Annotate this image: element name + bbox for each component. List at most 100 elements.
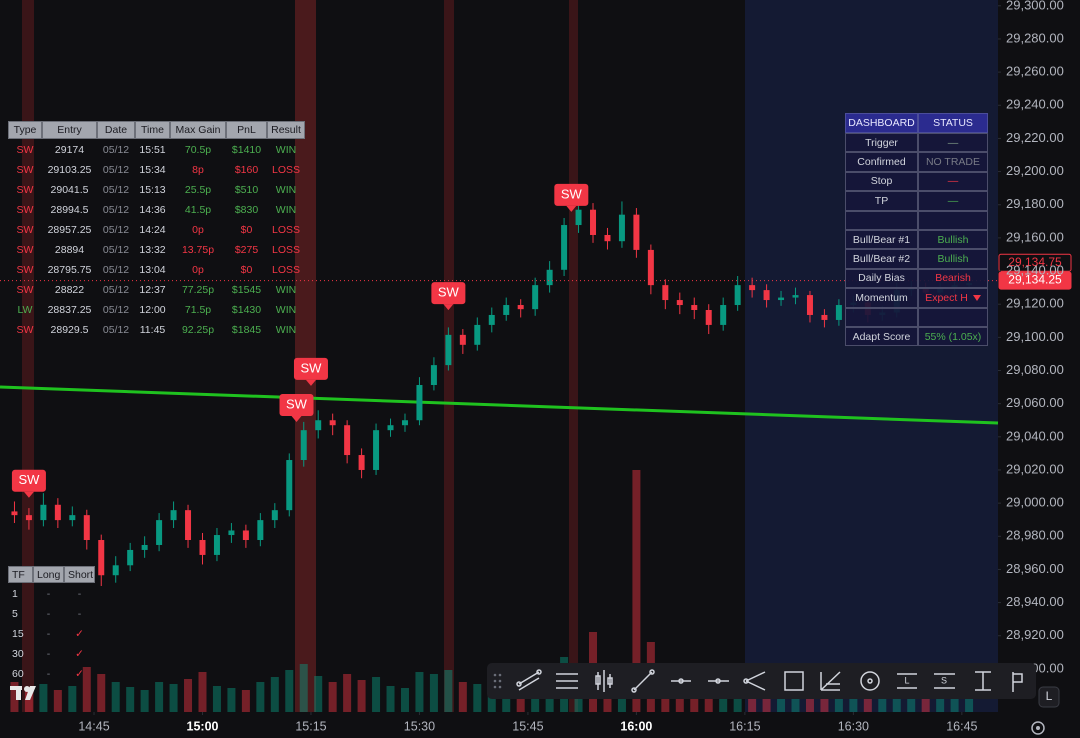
y-tick-label: 29,080.00	[1006, 362, 1064, 377]
tool-fib[interactable]	[820, 671, 841, 691]
trade-cell: $275	[234, 244, 259, 256]
candle-body	[705, 309, 712, 325]
trade-cell: 05/12	[102, 284, 130, 296]
scale-button[interactable]: L	[1038, 686, 1060, 708]
tf-cell: -	[46, 648, 51, 660]
trend-line	[0, 385, 999, 425]
candle-body	[676, 300, 683, 306]
candle-body	[662, 285, 669, 301]
volume-bar	[314, 676, 323, 712]
candle-body	[213, 535, 220, 555]
tool-long[interactable]	[897, 673, 917, 689]
trade-cell: WIN	[275, 144, 297, 156]
session-shade	[745, 0, 998, 712]
candle-body	[575, 209, 582, 226]
overlay-layer: SW SW SW SW SW	[0, 183, 998, 498]
volume-bar	[198, 672, 207, 712]
trade-cell: 92.25p	[181, 324, 215, 336]
trade-cell: 05/12	[102, 304, 130, 316]
trade-cell: 05/12	[102, 144, 130, 156]
volume-bar	[473, 684, 482, 712]
y-tick-label: 28,980.00	[1006, 528, 1064, 543]
trade-header: Max Gain	[170, 121, 226, 139]
tool-flag[interactable]	[1012, 672, 1023, 692]
volume-bar	[950, 692, 959, 712]
candle-body	[358, 455, 365, 470]
tool-hline[interactable]	[671, 678, 691, 684]
dashboard-label: TP	[845, 191, 918, 211]
trade-cell: $1410	[231, 144, 262, 156]
trade-cell: 0p	[192, 264, 204, 276]
tool-rectangle[interactable]	[784, 671, 804, 691]
signal-marker: SW	[554, 183, 589, 212]
volume-bar	[126, 687, 135, 712]
dashboard-header: STATUS	[918, 113, 988, 133]
trade-cell: 28957.25	[47, 224, 92, 236]
trade-cell: 05/12	[102, 184, 130, 196]
y-tick-label: 28,960.00	[1006, 561, 1064, 576]
volume-bar	[285, 670, 294, 712]
status-marker	[972, 294, 981, 301]
y-tick-label: 29,140.00	[1006, 262, 1064, 277]
tool-path[interactable]	[743, 671, 766, 691]
candle-body	[98, 540, 105, 576]
trade-cell: LW	[17, 304, 33, 316]
candle-body	[271, 510, 278, 521]
tool-parallel[interactable]	[556, 673, 578, 689]
candle-body	[459, 334, 466, 345]
trade-cell: 15:13	[139, 184, 166, 196]
volume-bar	[39, 684, 48, 712]
y-tick-label: 28,940.00	[1006, 594, 1064, 609]
candle-body	[488, 314, 495, 325]
trade-cell: LOSS	[271, 244, 300, 256]
time-axis	[0, 712, 1080, 738]
tool-pattern[interactable]	[595, 670, 613, 692]
tool-letter: S	[941, 675, 947, 685]
volume-bar	[343, 674, 352, 712]
tf-cell: -	[77, 608, 82, 620]
candle-body	[83, 515, 90, 541]
tool-circle[interactable]	[860, 671, 880, 691]
trade-cell: WIN	[275, 204, 297, 216]
tool-trend-channel[interactable]	[516, 669, 542, 691]
tool-short[interactable]	[934, 673, 955, 689]
tool-letter: L	[904, 675, 909, 685]
price-label-box	[998, 271, 1072, 290]
y-tick-label: 29,100.00	[1006, 329, 1064, 344]
axes-layer: 29,134.75 29,134.25 29,300.00 29,280.00 29,2…	[78, 0, 1072, 733]
trade-cell: 05/12	[102, 324, 130, 336]
dashboard-label: Stop	[845, 171, 918, 192]
volume-bar	[97, 674, 106, 712]
volume-bar	[212, 686, 221, 712]
candle-body	[806, 295, 813, 315]
trade-cell: 14:36	[139, 204, 166, 216]
trade-cell: 28837.25	[47, 304, 92, 316]
signal-marker: SW	[279, 393, 314, 422]
drawing-toolbar[interactable]: L S	[487, 663, 1036, 699]
y-tick-label: 29,280.00	[1006, 30, 1064, 45]
candle-body	[257, 520, 264, 541]
tool-ray[interactable]	[708, 678, 729, 684]
candle-body	[344, 425, 351, 456]
tool-measure[interactable]	[975, 671, 991, 691]
candle-body	[416, 385, 423, 421]
y-tick-label: 29,300.00	[1006, 0, 1064, 12]
trade-cell: 12:37	[139, 284, 166, 296]
candle-body	[691, 305, 698, 310]
tf-cell: -	[46, 608, 51, 620]
candle-body	[329, 420, 336, 426]
trade-cell: 70.5p	[184, 144, 212, 156]
x-tick-label: 16:30	[838, 719, 869, 733]
trade-cell: 0p	[192, 224, 204, 236]
tf-cell: 15	[12, 628, 24, 640]
volume-bar	[169, 684, 178, 712]
trade-cell: 28929.5	[50, 324, 89, 336]
trade-table: Type Entry Date Time Max Gain PnL Result SW 2917…	[8, 121, 305, 339]
tool-line[interactable]	[631, 669, 655, 693]
settings-button[interactable]	[1031, 721, 1045, 735]
trade-cell: 29174	[54, 144, 85, 156]
y-tick-label: 29,020.00	[1006, 461, 1064, 476]
signal-label: SW	[300, 360, 322, 375]
volume-bar	[270, 677, 279, 712]
